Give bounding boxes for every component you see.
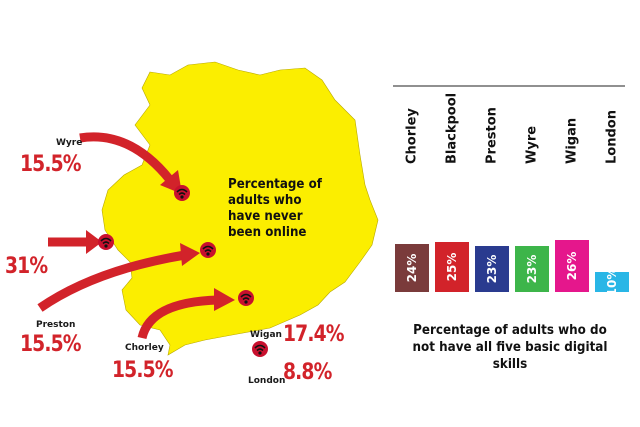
arrow-preston [37, 250, 186, 312]
value-preston: 15.5% [20, 332, 81, 357]
label-wyre: Wyre [56, 138, 83, 148]
wifi-icon [98, 234, 114, 250]
value-chorley: 15.5% [112, 358, 173, 383]
wifi-icon [238, 290, 254, 306]
category-label: Wyre [525, 126, 540, 164]
value-blackpool: 31% [5, 254, 48, 279]
wifi-icon [174, 185, 190, 201]
category-label: Wigan [565, 118, 580, 164]
bar-blackpool [435, 242, 469, 292]
wifi-pins [98, 185, 268, 357]
wifi-icon [200, 242, 216, 258]
arrowhead-blackpool [86, 230, 102, 254]
bar-value-label: 25% [445, 253, 459, 282]
bar-value-label: 23% [525, 255, 539, 284]
map-title: Percentage of adults who have never been… [228, 176, 322, 240]
bar-value-label: 23% [485, 255, 499, 284]
bar-value-label: 24% [405, 254, 419, 283]
bar-value-label: 10% [605, 268, 619, 297]
value-wyre: 15.5% [20, 152, 81, 177]
bar-wigan [555, 240, 589, 292]
arrowhead-preston [180, 243, 200, 266]
label-preston: Preston [36, 320, 76, 330]
arrowhead-chorley [214, 288, 235, 311]
category-label: London [605, 110, 620, 164]
bar-london [595, 272, 629, 292]
bar-wyre [515, 246, 549, 292]
label-wigan: Wigan [250, 330, 282, 340]
lancashire-region [101, 61, 379, 356]
value-wigan: 17.4% [283, 322, 344, 347]
value-london: 8.8% [283, 360, 332, 385]
category-label: Chorley [405, 108, 420, 164]
category-label: Blackpool [445, 93, 460, 164]
bar-value-label: 26% [565, 252, 579, 281]
bar-chorley [395, 244, 429, 292]
arrow-chorley [137, 295, 219, 340]
arrow-wyre [79, 132, 174, 183]
label-chorley: Chorley [125, 343, 164, 353]
lancashire-map [37, 61, 379, 357]
chart-title: Percentage of adults who do not have all… [412, 323, 608, 372]
wifi-icon [252, 341, 268, 357]
bar-preston [475, 246, 509, 292]
category-label: Preston [485, 107, 500, 164]
digital-skills-bar-chart: 24% Chorley 25% Blackpool 23% Preston 23% Wyre 2… [393, 85, 629, 297]
label-london: London [248, 376, 286, 386]
